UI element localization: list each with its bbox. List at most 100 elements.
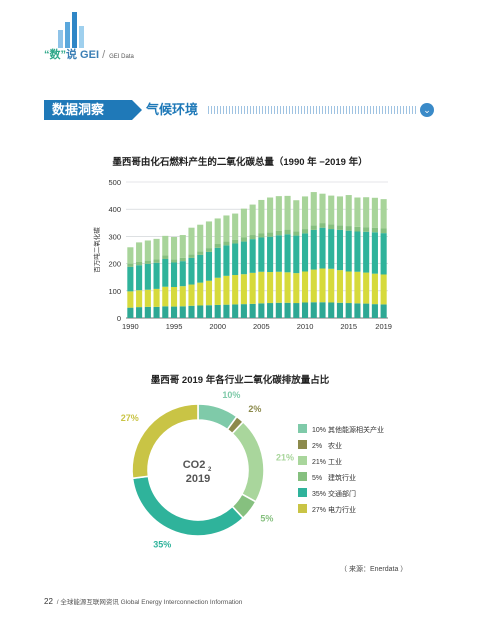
slice-pct-label: 10% — [222, 390, 240, 400]
bar-segment-2018-s2 — [371, 232, 378, 274]
bar-segment-2019-s3 — [380, 228, 387, 234]
bar-segment-1995-s2 — [170, 262, 178, 287]
bar-segment-1997-s1 — [188, 284, 195, 306]
bar-segment-2003-s1 — [240, 274, 247, 305]
bar-segment-1990-s4 — [127, 247, 134, 264]
y-tick-label: 0 — [117, 314, 121, 323]
bar-segment-1998-s4 — [197, 224, 204, 252]
bar-segment-2007-s4 — [275, 196, 282, 231]
bar-segment-2014-s1 — [336, 270, 344, 303]
x-tick-label: 2000 — [209, 322, 226, 331]
bar-segment-2001-s0 — [223, 304, 230, 318]
bar-segment-2017-s3 — [363, 227, 370, 232]
bar-segment-2011-s2 — [310, 229, 317, 270]
bar-segment-2000-s3 — [214, 244, 221, 248]
bar-segment-2015-s2 — [345, 230, 352, 272]
bar-segment-1996-s3 — [179, 257, 186, 262]
slice-pct-label: 21% — [276, 453, 294, 463]
legend-pct: 21% — [312, 459, 326, 466]
page-number: 22 — [44, 597, 53, 606]
bar-segment-2009-s1 — [293, 273, 300, 304]
bar-segment-2016-s3 — [354, 226, 361, 232]
bar-segment-2013-s4 — [328, 195, 335, 225]
bar-segment-1996-s0 — [179, 306, 186, 318]
center-label-year: 2019 — [186, 473, 210, 485]
bar-segment-1992-s4 — [144, 240, 151, 261]
bar-segment-2003-s0 — [240, 304, 247, 318]
bar-segment-2007-s1 — [275, 271, 282, 303]
bar-segment-1991-s0 — [136, 307, 143, 318]
legend-label: 交通部门 — [328, 489, 356, 498]
bar-segment-1991-s4 — [136, 242, 143, 262]
bar-segment-2009-s0 — [293, 303, 300, 318]
donut-slice-4 — [131, 475, 245, 537]
bar-segment-2009-s2 — [293, 235, 300, 274]
bar-segment-1994-s3 — [162, 255, 169, 259]
bar-segment-2010-s2 — [301, 233, 309, 272]
bar-segment-1990-s1 — [127, 291, 134, 308]
donut-slice-2 — [231, 420, 265, 503]
bar-segment-2000-s4 — [214, 218, 221, 245]
bar-segment-2013-s0 — [328, 302, 335, 318]
bar-segment-2008-s1 — [284, 272, 291, 303]
bar-segment-2002-s2 — [232, 243, 239, 276]
bar-segment-2011-s1 — [310, 269, 317, 303]
bar-segment-2004-s4 — [249, 204, 256, 236]
y-tick-label: 500 — [108, 178, 121, 187]
legend-pct: 35% — [312, 491, 326, 498]
section-title: 气候环境 — [146, 102, 199, 117]
bar-segment-1997-s3 — [188, 254, 195, 258]
bar-segment-1999-s1 — [205, 280, 213, 306]
bar-segment-2002-s3 — [232, 239, 239, 244]
bar-segment-1990-s3 — [127, 263, 134, 267]
bar-segment-1997-s0 — [188, 305, 195, 318]
bar-segment-2019-s4 — [380, 199, 387, 229]
chevron-down-icon[interactable]: ⌄ — [420, 103, 434, 117]
legend-label: 工业 — [328, 457, 342, 466]
bar-segment-1995-s3 — [170, 259, 178, 263]
bar-segment-2000-s0 — [214, 304, 221, 318]
bar-segment-1993-s3 — [153, 259, 160, 263]
bar-segment-2002-s1 — [232, 275, 239, 305]
bar-segment-2003-s2 — [240, 241, 247, 275]
bar-segment-2016-s4 — [354, 197, 361, 227]
bar-segment-1996-s2 — [179, 261, 186, 287]
bar-segment-2011-s0 — [310, 302, 317, 318]
bar-segment-1998-s3 — [197, 251, 204, 255]
bar-segment-1992-s3 — [144, 260, 151, 264]
bar-segment-1992-s1 — [144, 289, 151, 307]
slice-pct-label: 27% — [121, 413, 139, 423]
bar-segment-1991-s2 — [136, 265, 143, 291]
legend-swatch-1 — [298, 440, 307, 449]
legend-swatch-5 — [298, 504, 307, 513]
bar-segment-2009-s3 — [293, 231, 300, 236]
bar-segment-2011-s4 — [310, 192, 317, 226]
bar-segment-1999-s4 — [205, 221, 213, 249]
bar-segment-2008-s2 — [284, 234, 291, 273]
bar-segment-1996-s4 — [179, 235, 186, 258]
bar-segment-2014-s4 — [336, 196, 344, 226]
bar-segment-1990-s0 — [127, 307, 134, 318]
bar-chart: 0 100 200 300 400 500 1990 1995 2000 2005 2010 2015… — [92, 178, 392, 331]
bar-segment-2015-s1 — [345, 271, 352, 304]
slice-pct-label: 2% — [248, 404, 261, 414]
legend-pct: 5% — [312, 475, 322, 482]
legend-label: 电力行业 — [328, 505, 356, 514]
y-tick-label: 100 — [108, 287, 121, 296]
legend-swatch-4 — [298, 488, 307, 497]
legend-swatch-0 — [298, 424, 307, 433]
bar-segment-2018-s0 — [371, 304, 378, 318]
brand-title: “数”说 GEI / GEI Data — [44, 46, 134, 62]
y-tick-label: 300 — [108, 232, 121, 241]
brand-quote-close: ” — [60, 49, 67, 61]
bar-segment-2018-s1 — [371, 273, 378, 305]
center-label-co2: CO2 — [183, 459, 206, 471]
brand-char: 数 — [49, 49, 61, 61]
bar-segment-2010-s4 — [301, 196, 309, 230]
bar-segment-2007-s3 — [275, 230, 282, 236]
bar-segment-2012-s4 — [319, 193, 326, 224]
bar-segment-1996-s1 — [179, 286, 186, 307]
page-footer: 22 / 全球能源互联网资讯 Global Energy Interconnec… — [44, 596, 242, 606]
bar-segment-1992-s2 — [144, 263, 151, 290]
x-tick-label: 2010 — [297, 322, 314, 331]
